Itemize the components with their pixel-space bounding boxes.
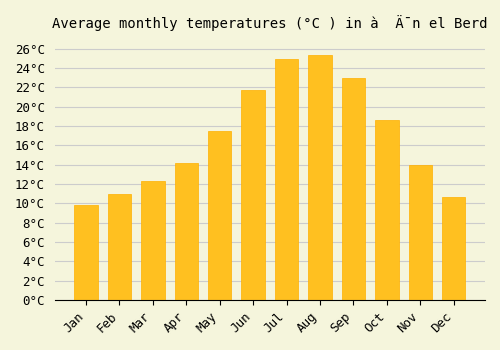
Bar bbox=[141, 181, 165, 300]
Bar bbox=[375, 120, 398, 300]
Bar bbox=[308, 55, 332, 300]
Bar bbox=[442, 197, 466, 300]
Bar bbox=[74, 205, 98, 300]
Bar bbox=[342, 78, 365, 300]
Bar bbox=[408, 165, 432, 300]
Bar bbox=[108, 194, 131, 300]
Title: Average monthly temperatures (°C ) in à  Ä¯n el Berd: Average monthly temperatures (°C ) in à … bbox=[52, 15, 488, 31]
Bar bbox=[275, 60, 298, 300]
Bar bbox=[242, 90, 265, 300]
Bar bbox=[174, 163, 198, 300]
Bar bbox=[208, 131, 232, 300]
